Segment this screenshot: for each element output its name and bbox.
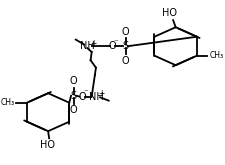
Text: O: O — [70, 105, 77, 115]
Text: S: S — [70, 91, 76, 101]
Text: CH₃: CH₃ — [208, 51, 222, 60]
Text: CH₃: CH₃ — [0, 98, 15, 107]
Text: O: O — [78, 92, 86, 101]
Text: O: O — [121, 56, 129, 66]
Text: O: O — [70, 76, 77, 86]
Text: NH: NH — [80, 41, 94, 51]
Text: +: + — [90, 39, 96, 48]
Text: HO: HO — [161, 8, 176, 18]
Text: S: S — [122, 41, 128, 51]
Text: NH: NH — [88, 92, 103, 101]
Text: ⁻: ⁻ — [83, 88, 88, 97]
Text: HO: HO — [39, 140, 54, 150]
Text: ⁻: ⁻ — [113, 38, 118, 47]
Text: O: O — [108, 41, 116, 51]
Text: +: + — [98, 89, 105, 98]
Text: O: O — [121, 27, 129, 37]
